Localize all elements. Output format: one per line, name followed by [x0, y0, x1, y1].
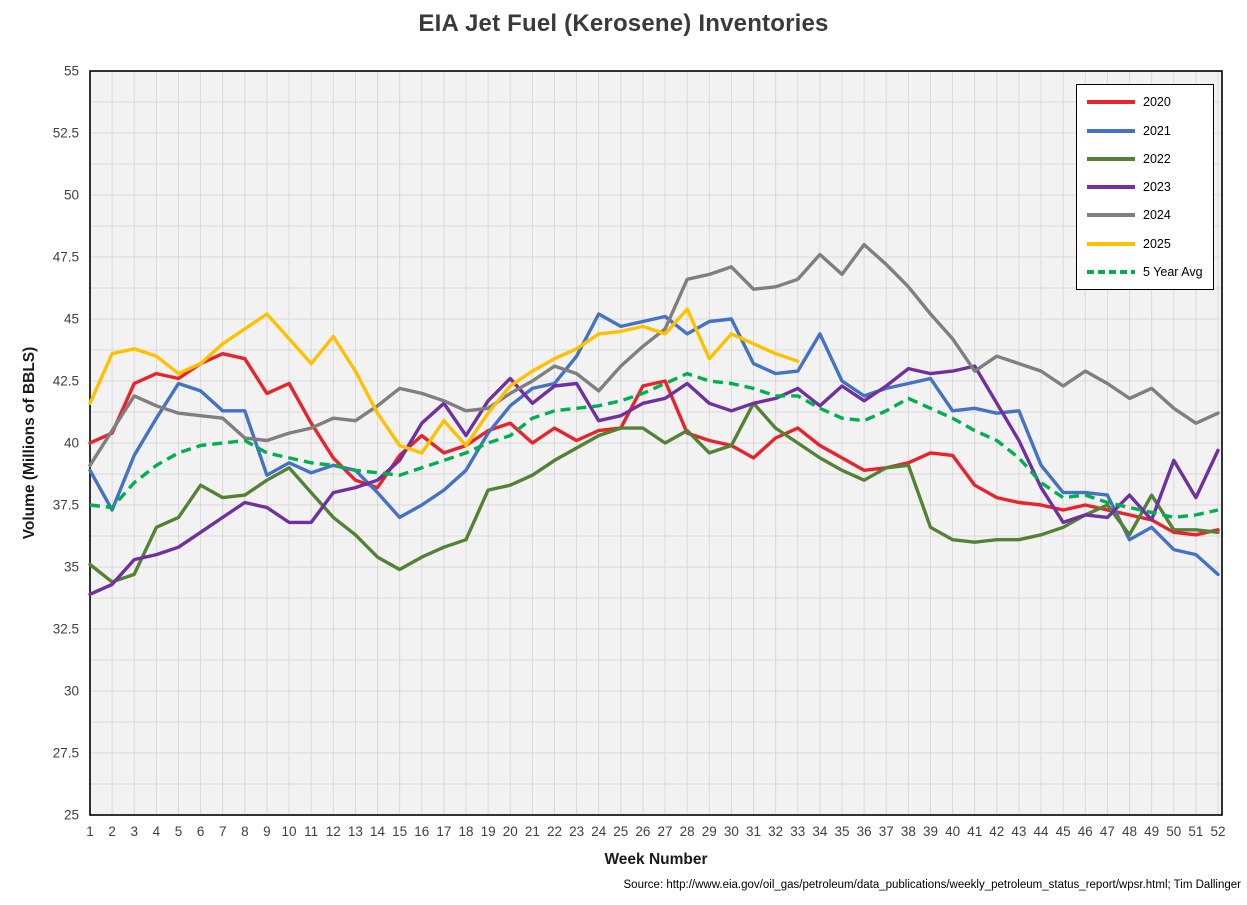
legend-line-swatch [1087, 241, 1135, 246]
series-line-2024 [88, 242, 1220, 467]
x-tick-label: 10 [282, 824, 297, 839]
legend-item-2022: 2022 [1086, 146, 1213, 172]
x-tick-label: 9 [263, 824, 271, 839]
x-tick-label: 45 [1056, 824, 1071, 839]
x-tick-label: 20 [503, 824, 518, 839]
x-tick-label: 22 [547, 824, 562, 839]
series-line-2021 [88, 312, 1220, 577]
x-tick-label: 3 [130, 824, 138, 839]
x-tick-label: 27 [658, 824, 673, 839]
y-tick-label: 25 [64, 808, 79, 823]
x-tick-label: 43 [1011, 824, 1026, 839]
series-line-2025 [88, 307, 800, 455]
x-axis-title: Week Number [604, 851, 708, 868]
chart-title: EIA Jet Fuel (Kerosene) Inventories [418, 10, 829, 37]
x-tick-label: 17 [436, 824, 451, 839]
x-tick-label: 8 [241, 824, 249, 839]
legend-item-2025: 2025 [1086, 231, 1213, 257]
x-tick-label: 47 [1100, 824, 1115, 839]
x-tick-label: 25 [613, 824, 628, 839]
legend-label: 2022 [1143, 151, 1171, 166]
x-tick-label: 41 [967, 824, 982, 839]
series-line-2023 [88, 364, 1220, 596]
x-tick-label: 11 [304, 824, 318, 839]
legend-label: 2021 [1143, 123, 1171, 138]
x-tick-label: 42 [989, 824, 1004, 839]
x-tick-label: 5 [175, 824, 183, 839]
y-axis-title: Volume (Millions of BBLS) [21, 346, 38, 540]
x-tick-label: 37 [879, 824, 894, 839]
x-tick-label: 33 [790, 824, 805, 839]
x-tick-label: 30 [724, 824, 739, 839]
x-tick-label: 19 [481, 824, 496, 839]
y-tick-label: 45 [64, 312, 79, 327]
x-tick-label: 34 [812, 824, 828, 839]
x-tick-label: 52 [1210, 824, 1225, 839]
x-tick-label: 38 [901, 824, 916, 839]
x-tick-label: 15 [392, 824, 407, 839]
y-tick-label: 32.5 [53, 622, 79, 637]
x-tick-label: 21 [525, 824, 540, 839]
x-tick-label: 48 [1122, 824, 1137, 839]
series-line-5-year-avg [89, 371, 1219, 520]
legend: 2020 2021 2022 2023 2024 2025 5 Year Avg [1076, 84, 1214, 290]
y-tick-label: 42.5 [53, 374, 79, 389]
x-tick-label: 4 [153, 824, 161, 839]
x-tick-label: 32 [768, 824, 783, 839]
legend-label: 2025 [1143, 236, 1171, 251]
x-tick-label: 28 [680, 824, 695, 839]
y-tick-label: 27.5 [53, 746, 79, 761]
x-tick-label: 12 [326, 824, 341, 839]
y-tick-label: 55 [64, 64, 79, 79]
legend-line-swatch [1087, 128, 1135, 133]
x-tick-label: 6 [197, 824, 205, 839]
legend-line-swatch [1087, 185, 1135, 189]
source-note: Source: http://www.eia.gov/oil_gas/petro… [623, 879, 1241, 891]
x-tick-label: 39 [923, 824, 938, 839]
legend-label: 2023 [1143, 180, 1171, 194]
x-tick-label: 44 [1034, 824, 1050, 839]
x-tick-label: 18 [458, 824, 473, 839]
x-tick-label: 13 [348, 824, 363, 839]
y-tick-label: 30 [64, 684, 79, 699]
x-tick-label: 7 [219, 824, 227, 839]
x-tick-label: 51 [1188, 824, 1203, 839]
x-tick-label: 46 [1078, 824, 1093, 839]
legend-item-2021: 2021 [1086, 118, 1213, 144]
x-tick-label: 29 [702, 824, 717, 839]
legend-line-swatch [1087, 156, 1135, 161]
y-tick-label: 52.5 [53, 126, 79, 141]
legend-label: 5 Year Avg [1143, 264, 1203, 279]
y-tick-label: 35 [64, 560, 79, 575]
series-line-2022 [88, 401, 1220, 584]
y-tick-label: 37.5 [53, 498, 79, 513]
series-line-2020 [88, 352, 1220, 537]
x-tick-label: 16 [414, 824, 429, 839]
x-tick-label: 50 [1166, 824, 1181, 839]
legend-item-2020: 2020 [1086, 89, 1213, 115]
x-tick-label: 23 [569, 824, 584, 839]
x-tick-label: 24 [591, 824, 607, 839]
x-tick-label: 31 [746, 824, 761, 839]
legend-line-swatch [1087, 213, 1135, 218]
x-tick-label: 1 [86, 824, 94, 839]
x-tick-label: 14 [370, 824, 386, 839]
y-tick-label: 50 [64, 188, 79, 203]
legend-item-2023: 2023 [1086, 174, 1213, 200]
x-tick-label: 40 [945, 824, 960, 839]
legend-label: 2020 [1143, 95, 1171, 110]
legend-line-swatch [1087, 100, 1135, 105]
legend-line-swatch [1087, 269, 1135, 274]
y-tick-label: 47.5 [53, 250, 79, 265]
legend-item-2024: 2024 [1086, 202, 1213, 228]
x-tick-label: 36 [857, 824, 872, 839]
legend-item-5-year-avg: 5 Year Avg [1086, 259, 1213, 285]
x-tick-label: 35 [834, 824, 849, 839]
y-tick-label: 40 [64, 436, 79, 451]
x-tick-label: 2 [108, 824, 116, 839]
x-tick-label: 26 [635, 824, 650, 839]
legend-label: 2024 [1143, 208, 1171, 223]
x-tick-label: 49 [1144, 824, 1159, 839]
